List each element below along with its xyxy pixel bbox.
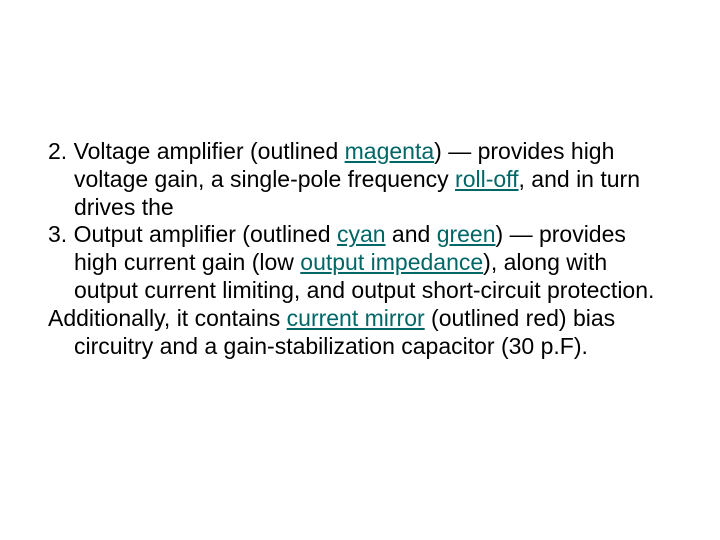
text-fragment: and bbox=[386, 221, 437, 247]
text-fragment: 3. Output amplifier (outlined bbox=[48, 221, 337, 247]
link-cyan[interactable]: cyan bbox=[337, 221, 386, 247]
link-roll-off[interactable]: roll-off bbox=[455, 166, 519, 192]
list-item-2: 2. Voltage amplifier (outlined magenta) … bbox=[48, 138, 668, 221]
list-item-3: 3. Output amplifier (outlined cyan and g… bbox=[48, 221, 668, 304]
paragraph-additionally: Additionally, it contains current mirror… bbox=[48, 305, 668, 361]
link-green[interactable]: green bbox=[437, 221, 496, 247]
link-magenta[interactable]: magenta bbox=[345, 138, 435, 164]
text-fragment: Additionally, it contains bbox=[48, 305, 287, 331]
link-output-impedance[interactable]: output impedance bbox=[300, 249, 483, 275]
link-current-mirror[interactable]: current mirror bbox=[287, 305, 425, 331]
slide-text-block: 2. Voltage amplifier (outlined magenta) … bbox=[48, 138, 668, 361]
text-fragment: 2. Voltage amplifier (outlined bbox=[48, 138, 345, 164]
